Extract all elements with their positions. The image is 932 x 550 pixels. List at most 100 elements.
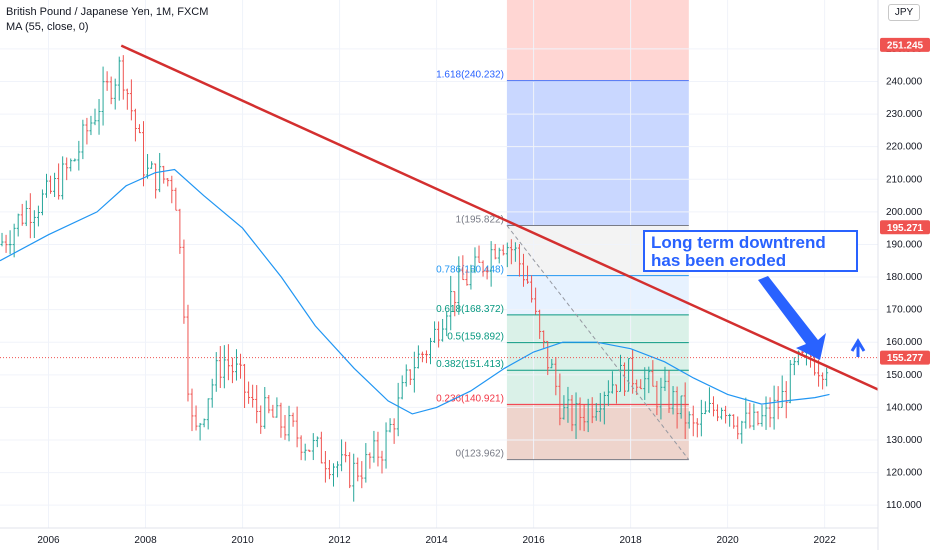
- x-tick-3: 2012: [328, 535, 351, 546]
- candle-15: [61, 156, 65, 200]
- candle-96: [388, 418, 392, 433]
- x-tick-0: 2006: [37, 535, 60, 546]
- candle-167: [675, 386, 679, 429]
- x-tick-7: 2020: [716, 535, 739, 546]
- candle-108: [437, 321, 441, 348]
- candle-144: [582, 404, 586, 432]
- candle-173: [699, 399, 703, 437]
- candle-137: [554, 357, 558, 396]
- candle-92: [372, 430, 376, 463]
- candle-6: [24, 200, 28, 227]
- currency-label[interactable]: JPY: [888, 4, 920, 21]
- candle-35: [142, 121, 146, 187]
- candle-74: [299, 435, 303, 461]
- candle-113: [457, 256, 461, 315]
- candle-87: [352, 453, 356, 502]
- candle-140: [566, 386, 570, 423]
- candle-190: [768, 397, 772, 428]
- candle-123: [497, 247, 501, 264]
- candle-7: [28, 193, 32, 239]
- candle-130: [526, 265, 530, 284]
- candle-56: [226, 344, 230, 381]
- candle-189: [764, 396, 768, 430]
- svg-text:251.245: 251.245: [887, 40, 924, 51]
- candle-42: [170, 175, 174, 204]
- candle-170: [687, 411, 691, 429]
- candle-0: [0, 232, 4, 247]
- candle-156: [631, 349, 635, 394]
- candle-99: [400, 375, 404, 400]
- candle-54: [218, 346, 222, 389]
- annotation-box[interactable]: Long term downtrend has been eroded: [643, 230, 858, 272]
- candle-129: [521, 253, 525, 287]
- x-axis: 2006 2008 2010 2012 2014 2016 2018 2020 2022: [37, 535, 836, 546]
- candle-48: [194, 405, 198, 431]
- y-tick-1: 120.000: [886, 468, 923, 479]
- candle-47: [190, 388, 194, 432]
- fib-zone-6: [506, 404, 689, 460]
- candle-176: [711, 396, 715, 417]
- candle-164: [663, 366, 667, 392]
- candle-180: [728, 413, 732, 427]
- candle-90: [364, 443, 368, 483]
- candle-171: [691, 405, 695, 437]
- candle-178: [720, 407, 724, 420]
- candle-27: [109, 76, 113, 105]
- candle-85: [344, 441, 348, 463]
- candle-143: [578, 397, 582, 431]
- candle-160: [647, 366, 651, 394]
- candle-175: [707, 387, 711, 413]
- candle-61: [247, 381, 251, 404]
- price-tag-0: 251.245: [880, 37, 930, 52]
- candle-119: [481, 260, 485, 277]
- candle-11: [44, 173, 48, 198]
- candle-19: [77, 140, 81, 171]
- candle-116: [469, 264, 473, 290]
- y-axis: 110.000 120.000 130.000 140.000 150.000 160.0…: [886, 44, 923, 511]
- arrows: [758, 276, 866, 360]
- candle-63: [255, 385, 259, 424]
- candle-18: [73, 158, 77, 162]
- candle-142: [574, 392, 578, 439]
- candle-186: [752, 403, 756, 431]
- candle-146: [590, 397, 594, 424]
- candle-154: [623, 362, 627, 396]
- candle-86: [348, 452, 352, 489]
- x-tick-1: 2008: [134, 535, 157, 546]
- fib-zone-3: [506, 314, 689, 343]
- candle-10: [40, 189, 44, 216]
- candle-151: [610, 371, 614, 394]
- fib-zone-5: [506, 370, 689, 405]
- candle-58: [234, 349, 238, 381]
- candle-41: [166, 178, 170, 187]
- candle-88: [356, 457, 360, 482]
- candles: [0, 55, 829, 502]
- candle-192: [776, 386, 780, 420]
- candle-69: [279, 402, 283, 438]
- candle-14: [57, 163, 61, 200]
- candle-38: [154, 163, 158, 199]
- y-tick-3: 140.000: [886, 402, 923, 413]
- candle-152: [614, 384, 618, 404]
- candle-185: [748, 402, 752, 429]
- x-tick-2: 2010: [231, 535, 254, 546]
- candle-43: [174, 187, 178, 211]
- fib-label-2: 0.786(180.448): [436, 265, 504, 276]
- candle-109: [441, 318, 445, 342]
- candle-89: [360, 461, 364, 489]
- candle-37: [150, 161, 154, 169]
- candle-183: [740, 420, 744, 444]
- candle-168: [679, 395, 683, 419]
- candle-50: [202, 418, 206, 428]
- candle-148: [598, 392, 602, 422]
- trendline[interactable]: [120, 44, 879, 391]
- price-tags: 251.245 195.271 155.277: [880, 37, 930, 365]
- candle-194: [784, 381, 788, 419]
- candle-138: [558, 373, 562, 426]
- candle-131: [530, 275, 534, 303]
- fib-label-4: 0.5(159.892): [447, 332, 504, 343]
- candle-121: [489, 241, 493, 287]
- candle-30: [121, 55, 125, 100]
- candle-29: [117, 56, 121, 101]
